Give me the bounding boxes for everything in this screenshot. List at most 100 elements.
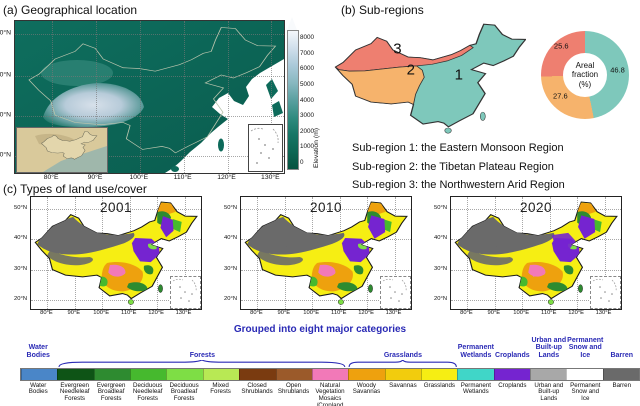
legend-groups: Water Bodies Forests Grasslands [20,331,640,367]
legend-class-label: Deciduous Broadleaf Forests [169,381,199,403]
legend-swatch [566,369,603,380]
south-china-sea-inset [170,276,201,309]
colorbar-tick-label: 4000 [300,96,315,104]
colorbar-tick-label: 0 [300,159,304,166]
legend-group-label: Barren [610,352,634,360]
colorbar-tick-label: 2000 [300,127,315,135]
colorbar-axis-label: Elevation (m) [313,127,320,168]
colorbar-tick-label: 6000 [300,65,315,73]
landcover-map: 50°N 40°N 30°N 20°N 2010 [216,196,422,324]
map-year-label: 2001 [99,200,133,215]
x-axis-tick-label: 80°E [460,310,473,316]
legend-group: Urban and Built-up Lands [531,337,567,367]
legend-group-label: Croplands [495,352,530,360]
legend-group: Permanent Wetlands [458,344,494,367]
y-axis-tick-label: 40°N [224,235,237,242]
legend-group: Forests [56,352,348,367]
legend-class-label: Natural Vegetation Mosaics /Cropland [315,381,345,406]
legend-swatch [202,369,240,380]
subregion-captions: Sub-region 1: the Eastern Monsoon Region… [352,139,565,195]
legend-class-label: Woody Savannas [352,381,381,396]
legend-strip: Water Bodies Forests Grasslands [20,324,640,406]
legend-group-label: Urban and Built-up Lands [531,336,567,360]
x-axis-tick-label: 100°E [513,310,530,316]
panel-a-y-axis: 50°N 40°N 30°N 20°N [0,20,12,172]
map-x-axis: 80°E 90°E 100°E 110°E 120°E 130°E [240,309,410,319]
legend-swatch [93,369,131,380]
legend-class-label: Barren [612,381,632,389]
panel-b-title: (b) Sub-regions [341,3,424,17]
y-axis-tick-label: 40°N [0,71,11,79]
legend-swatch [602,369,640,380]
legend-group-label: Grasslands [383,352,422,360]
legend-swatch [239,369,276,380]
south-china-sea-inset-a [248,124,283,172]
legend-grouped-title: Grouped into eight major categories [233,324,407,335]
map-x-axis: 80°E 90°E 100°E 110°E 120°E 130°E [450,309,620,319]
x-axis-tick-label: 80°E [43,174,59,181]
y-axis-tick-label: 30°N [14,265,27,272]
legend-class-labels: Water Bodies Evergreen Needleleaf Forests… [20,381,640,406]
legend-swatch [166,369,203,380]
legend-swatch [457,369,494,380]
asia-context-inset [16,127,108,173]
colorbar-tick-label: 1000 [300,143,315,151]
legend-class-label: Closed Shrublands [241,381,273,396]
x-axis-tick-label: 90°E [487,310,501,316]
group-brace [56,360,348,367]
y-axis-tick-label: 50°N [0,29,11,37]
x-axis-tick-label: 110°E [173,174,192,181]
legend-swatch [21,369,58,380]
map-plot: 2001 [30,196,202,310]
legend-swatch [130,369,167,380]
x-axis-tick-label: 120°E [217,174,236,181]
legend-group: Croplands [494,352,530,367]
legend-group: Grasslands [348,352,457,367]
donut-slice-value: 46.8 [610,65,625,75]
y-axis-tick-label: 20°N [14,295,27,302]
map-plot: 2010 [240,196,412,310]
colorbar-arrow [287,17,297,30]
legend-class-label: Savannas [389,381,417,389]
legend-class-label: Croplands [498,381,527,389]
legend-class-label: Evergreen Broadleaf Forests [96,381,126,403]
x-axis-tick-label: 120°E [148,310,165,316]
y-axis-tick-label: 50°N [224,205,237,212]
legend-class-label: Evergreen Needleleaf Forests [59,381,90,403]
legend-swatches [20,368,640,381]
legend-swatch [348,369,385,380]
x-axis-tick-label: 110°E [541,310,557,316]
panel-a-x-axis: 80°E 90°E 100°E 110°E 120°E 130°E [14,173,283,183]
colorbar-tick-label: 3000 [300,112,315,120]
areal-fraction-donut: Areal fraction (%) 46.8 27.6 25.6 [541,31,629,119]
subregion-caption: Sub-region 1: the Eastern Monsoon Region [352,142,564,154]
subregion-caption: Sub-region 2: the Tibetan Plateau Region [352,160,554,173]
colorbar-tick-label: 5000 [300,80,315,88]
y-axis-tick-label: 20°N [224,295,237,302]
map-year-label: 2020 [519,200,553,215]
legend-group-label: Permanent Wetlands [457,344,494,360]
x-axis-tick-label: 120°E [358,310,375,316]
x-axis-tick-label: 100°E [129,174,149,181]
x-axis-tick-label: 130°E [385,310,402,316]
landcover-maps: 50°N 40°N 30°N 20°N 2001 [0,196,640,324]
legend-group: Water Bodies [20,344,56,367]
group-brace [348,360,457,367]
elevation-colorbar [287,30,299,170]
y-axis-tick-label: 50°N [14,205,27,212]
map-plot: 2020 [450,196,622,310]
legend-swatch [311,369,349,380]
landcover-map: 50°N 40°N 30°N 20°N 2020 [426,196,632,324]
elevation-map [14,20,285,174]
x-axis-tick-label: 100°E [93,310,110,316]
y-axis-tick-label: 30°N [0,111,11,119]
x-axis-tick-label: 90°E [277,310,291,316]
legend-class-label: Permanent Snow and Ice [570,381,601,403]
legend-swatch [57,369,94,380]
y-axis-tick-label: 20°N [0,151,11,159]
x-axis-tick-label: 110°E [121,310,137,316]
y-axis-tick-label: 50°N [434,205,447,212]
donut-slice-value: 25.6 [553,41,569,51]
legend-group-label: Forests [189,352,215,360]
legend-class-label: Water Bodies [28,381,48,396]
